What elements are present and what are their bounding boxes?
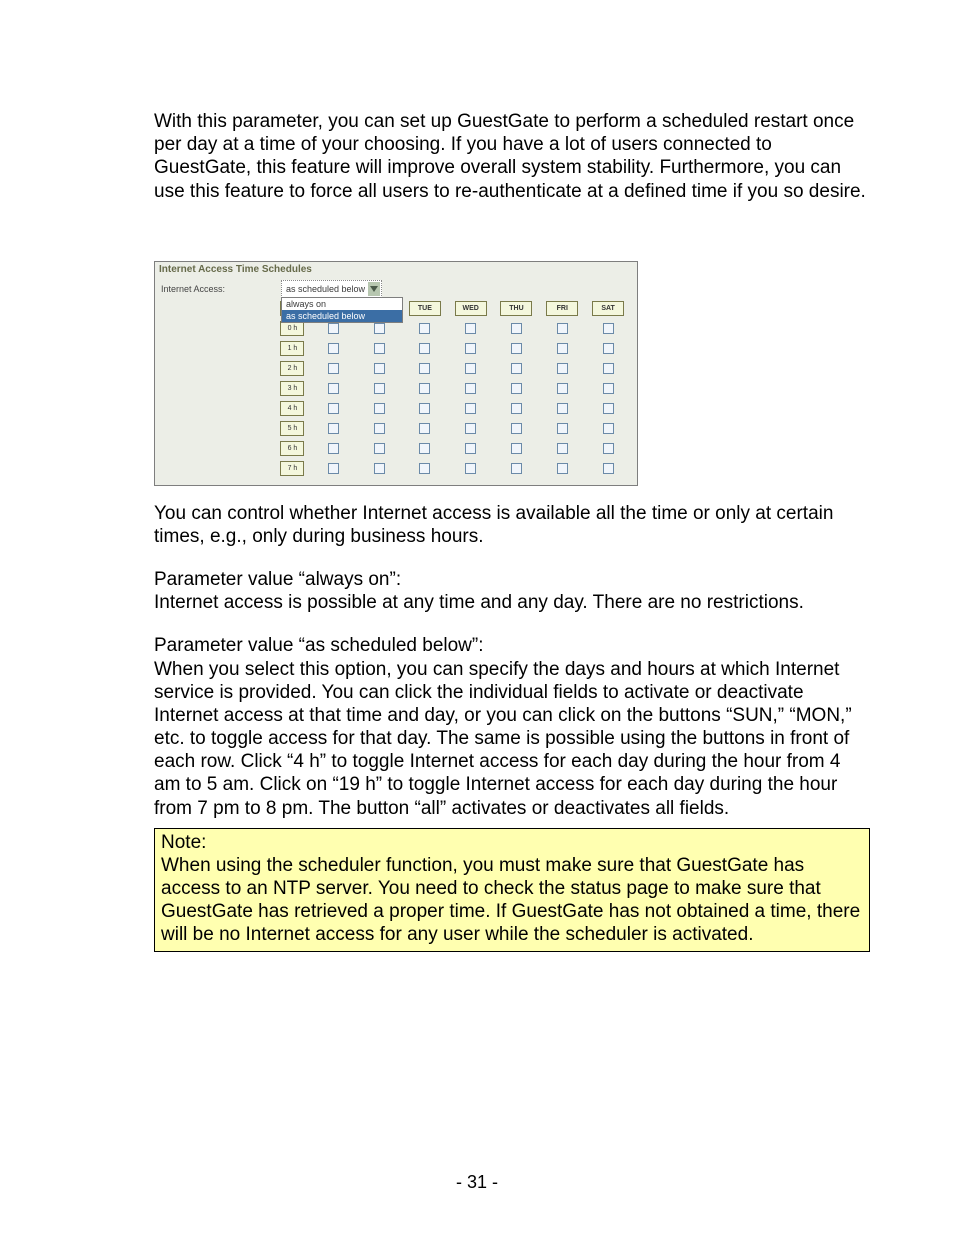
schedule-checkbox[interactable] <box>328 343 339 354</box>
scheduled-body: When you select this option, you can spe… <box>154 658 870 820</box>
schedule-checkbox[interactable] <box>557 343 568 354</box>
schedule-checkbox[interactable] <box>511 323 522 334</box>
hour-button-2[interactable]: 2 h <box>280 361 304 376</box>
schedule-checkbox[interactable] <box>374 383 385 394</box>
schedule-checkbox[interactable] <box>328 443 339 454</box>
schedule-row: 7 h <box>161 459 631 479</box>
schedule-checkbox[interactable] <box>511 383 522 394</box>
note-body: When using the scheduler function, you m… <box>161 854 863 947</box>
select-value: as scheduled below <box>286 284 365 294</box>
internet-access-select[interactable]: as scheduled below always on as schedule… <box>281 280 382 298</box>
schedule-checkbox[interactable] <box>465 323 476 334</box>
schedule-checkbox[interactable] <box>465 463 476 474</box>
schedule-checkbox[interactable] <box>511 343 522 354</box>
schedule-checkbox[interactable] <box>603 423 614 434</box>
schedule-checkbox[interactable] <box>328 463 339 474</box>
schedule-checkbox[interactable] <box>419 323 430 334</box>
schedule-checkbox[interactable] <box>511 363 522 374</box>
schedule-checkbox[interactable] <box>374 343 385 354</box>
schedule-checkbox[interactable] <box>419 363 430 374</box>
schedule-panel: Internet Access Time Schedules Internet … <box>154 261 638 486</box>
schedule-checkbox[interactable] <box>374 423 385 434</box>
hour-button-4[interactable]: 4 h <box>280 401 304 416</box>
schedule-checkbox[interactable] <box>374 443 385 454</box>
page-number: - 31 - <box>0 1172 954 1193</box>
chevron-down-icon <box>368 282 380 296</box>
panel-title: Internet Access Time Schedules <box>155 262 637 279</box>
schedule-checkbox[interactable] <box>419 463 430 474</box>
schedule-checkbox[interactable] <box>511 403 522 414</box>
schedule-row: 5 h <box>161 419 631 439</box>
schedule-checkbox[interactable] <box>603 343 614 354</box>
schedule-checkbox[interactable] <box>374 323 385 334</box>
schedule-checkbox[interactable] <box>465 403 476 414</box>
schedule-checkbox[interactable] <box>511 423 522 434</box>
schedule-checkbox[interactable] <box>465 343 476 354</box>
internet-access-dropdown: always on as scheduled below <box>281 297 403 323</box>
option-as-scheduled[interactable]: as scheduled below <box>282 310 402 322</box>
schedule-checkbox[interactable] <box>374 363 385 374</box>
hour-button-5[interactable]: 5 h <box>280 421 304 436</box>
day-button-tue[interactable]: TUE <box>409 301 441 316</box>
day-button-thu[interactable]: THU <box>500 301 532 316</box>
schedule-checkbox[interactable] <box>328 363 339 374</box>
scheduled-heading: Parameter value “as scheduled below”: <box>154 634 870 657</box>
schedule-checkbox[interactable] <box>419 423 430 434</box>
schedule-checkbox[interactable] <box>511 443 522 454</box>
schedule-checkbox[interactable] <box>603 363 614 374</box>
internet-access-label: Internet Access: <box>161 284 281 294</box>
schedule-checkbox[interactable] <box>557 323 568 334</box>
schedule-checkbox[interactable] <box>465 443 476 454</box>
hour-button-6[interactable]: 6 h <box>280 441 304 456</box>
schedule-checkbox[interactable] <box>374 403 385 414</box>
schedule-checkbox[interactable] <box>557 383 568 394</box>
schedule-checkbox[interactable] <box>465 363 476 374</box>
schedule-checkbox[interactable] <box>557 423 568 434</box>
schedule-checkbox[interactable] <box>419 403 430 414</box>
schedule-checkbox[interactable] <box>511 463 522 474</box>
schedule-checkbox[interactable] <box>557 443 568 454</box>
day-button-wed[interactable]: WED <box>455 301 487 316</box>
schedule-grid: all SUN MON TUE WED THU FRI SAT 0 h <box>155 299 637 485</box>
hour-button-3[interactable]: 3 h <box>280 381 304 396</box>
schedule-checkbox[interactable] <box>465 423 476 434</box>
schedule-checkbox[interactable] <box>328 383 339 394</box>
schedule-checkbox[interactable] <box>603 463 614 474</box>
note-label: Note: <box>161 831 863 854</box>
control-paragraph: You can control whether Internet access … <box>154 502 870 548</box>
schedule-checkbox[interactable] <box>374 463 385 474</box>
schedule-checkbox[interactable] <box>328 403 339 414</box>
schedule-row: 3 h <box>161 379 631 399</box>
schedule-checkbox[interactable] <box>328 323 339 334</box>
schedule-checkbox[interactable] <box>328 423 339 434</box>
schedule-checkbox[interactable] <box>419 443 430 454</box>
schedule-checkbox[interactable] <box>603 323 614 334</box>
schedule-checkbox[interactable] <box>603 403 614 414</box>
always-on-heading: Parameter value “always on”: <box>154 568 870 591</box>
note-box: Note: When using the scheduler function,… <box>154 828 870 952</box>
schedule-checkbox[interactable] <box>603 443 614 454</box>
hour-button-0[interactable]: 0 h <box>280 321 304 336</box>
option-always-on[interactable]: always on <box>282 298 402 310</box>
schedule-checkbox[interactable] <box>603 383 614 394</box>
schedule-row: 2 h <box>161 359 631 379</box>
schedule-checkbox[interactable] <box>557 463 568 474</box>
schedule-checkbox[interactable] <box>419 343 430 354</box>
schedule-checkbox[interactable] <box>557 363 568 374</box>
always-on-body: Internet access is possible at any time … <box>154 591 870 614</box>
day-button-sat[interactable]: SAT <box>592 301 624 316</box>
intro-paragraph: With this parameter, you can set up Gues… <box>154 110 870 203</box>
hour-button-7[interactable]: 7 h <box>280 461 304 476</box>
schedule-checkbox[interactable] <box>557 403 568 414</box>
schedule-row: 1 h <box>161 339 631 359</box>
hour-button-1[interactable]: 1 h <box>280 341 304 356</box>
day-button-fri[interactable]: FRI <box>546 301 578 316</box>
schedule-row: 4 h <box>161 399 631 419</box>
schedule-checkbox[interactable] <box>419 383 430 394</box>
schedule-checkbox[interactable] <box>465 383 476 394</box>
schedule-row: 6 h <box>161 439 631 459</box>
